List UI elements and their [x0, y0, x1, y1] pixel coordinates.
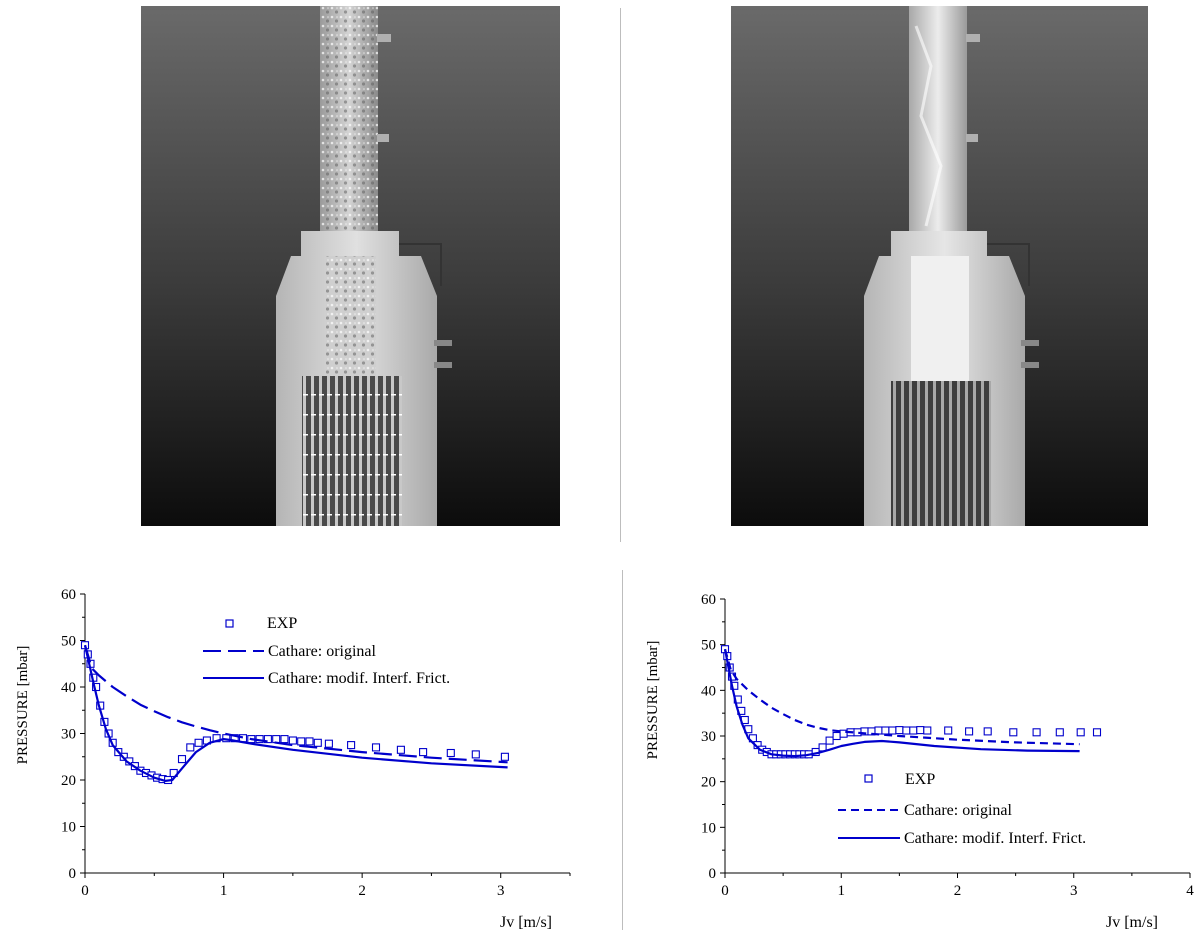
exp-point: [730, 681, 739, 690]
y-tick-label: 60: [701, 592, 716, 608]
exp-point: [874, 726, 883, 735]
exp-point: [881, 726, 890, 735]
exp-point: [177, 755, 187, 764]
exp-point: [288, 736, 297, 745]
legend: EXP Cathare: original Cathare: modif. In…: [838, 771, 1086, 847]
exp-point: [895, 726, 904, 735]
legend: EXP Cathare: original Cathare: modif. In…: [203, 615, 450, 687]
legend-label-original: Cathare: original: [268, 643, 377, 660]
exp-point: [297, 737, 306, 746]
legend-label-modif: Cathare: modif. Interf. Frict.: [268, 670, 450, 687]
exp-point: [888, 726, 897, 735]
y-tick-label: 0: [69, 866, 77, 882]
y-tick-label: 40: [701, 683, 716, 699]
flow-photo-left: [141, 6, 560, 526]
legend-marker-exp: [864, 774, 873, 783]
exp-point: [832, 731, 841, 741]
series-line-1: [723, 648, 1080, 746]
series-line-2: [723, 648, 1080, 758]
exp-point: [419, 748, 428, 757]
exp-point: [909, 726, 918, 735]
x-tick-label: 4: [1186, 883, 1194, 899]
axes-group: 0 10 20 30 40 50 60 0 1 2 3: [61, 587, 571, 899]
series-group: [720, 645, 1102, 759]
y-tick-label: 20: [701, 775, 716, 791]
exp-point: [902, 726, 911, 735]
legend-label-modif: Cathare: modif. Interf. Frict.: [904, 830, 1086, 847]
divider-bottom: [622, 570, 623, 930]
exp-point: [916, 726, 925, 735]
series-group: [80, 641, 509, 785]
exp-point: [1009, 728, 1018, 737]
exp-point: [500, 752, 509, 761]
series-line-2: [83, 644, 508, 782]
x-tick-label: 2: [358, 883, 366, 899]
exp-point: [194, 738, 203, 747]
x-tick-label: 1: [220, 883, 228, 899]
legend-label-original: Cathare: original: [904, 802, 1013, 819]
y-tick-label: 50: [701, 638, 716, 654]
y-tick-label: 60: [61, 587, 76, 603]
exp-point: [371, 743, 381, 752]
x-axis-title: Jv [m/s]: [1106, 914, 1158, 931]
pressure-chart-right: 0 10 20 30 40 50 60 0 1 2 3 4 EXP Cathare: original…: [645, 592, 1194, 931]
exp-point: [1092, 728, 1102, 737]
exp-point: [1055, 728, 1064, 737]
x-axis-title: Jv [m/s]: [500, 914, 552, 931]
y-tick-label: 30: [61, 727, 76, 743]
y-tick-label: 0: [709, 866, 717, 882]
y-tick-label: 20: [61, 773, 76, 789]
divider-top: [620, 8, 621, 542]
x-tick-label: 0: [81, 883, 89, 899]
y-axis-title: PRESSURE [mbar]: [645, 641, 661, 760]
exp-point: [186, 743, 195, 752]
x-tick-label: 0: [721, 883, 729, 899]
y-tick-label: 40: [61, 680, 76, 696]
exp-point: [446, 748, 455, 758]
y-tick-label: 10: [701, 820, 716, 836]
exp-point: [280, 735, 289, 744]
exp-point: [347, 741, 356, 750]
flow-photo-right: [731, 6, 1148, 526]
exp-point: [944, 726, 953, 735]
exp-point: [263, 735, 272, 744]
axes-group: 0 10 20 30 40 50 60 0 1 2 3 4: [701, 592, 1194, 899]
exp-point: [965, 727, 974, 736]
legend-label-exp: EXP: [905, 771, 935, 788]
exp-point: [396, 745, 405, 754]
exp-point: [305, 737, 314, 746]
x-tick-label: 1: [838, 883, 846, 899]
legend-label-exp: EXP: [267, 615, 297, 632]
legend-marker-exp: [225, 619, 234, 628]
x-tick-label: 3: [497, 883, 505, 899]
exp-point: [313, 738, 322, 747]
exp-point: [272, 735, 281, 744]
y-tick-label: 30: [701, 729, 716, 745]
series-line-1: [83, 644, 508, 764]
exp-point: [923, 726, 932, 735]
exp-point: [324, 739, 333, 748]
exp-point: [1032, 728, 1041, 737]
exp-point: [471, 750, 480, 759]
exp-point: [1076, 728, 1085, 737]
exp-point: [238, 734, 248, 743]
exp-point: [825, 736, 834, 745]
y-axis-title: PRESSURE [mbar]: [15, 646, 31, 765]
y-tick-label: 50: [61, 634, 76, 650]
pressure-chart-left: 0 10 20 30 40 50 60 0 1 2 3 EXP Cathare: original …: [15, 587, 571, 931]
x-tick-label: 2: [954, 883, 962, 899]
x-tick-label: 3: [1070, 883, 1078, 899]
exp-point: [983, 727, 992, 736]
y-tick-label: 10: [61, 820, 76, 836]
